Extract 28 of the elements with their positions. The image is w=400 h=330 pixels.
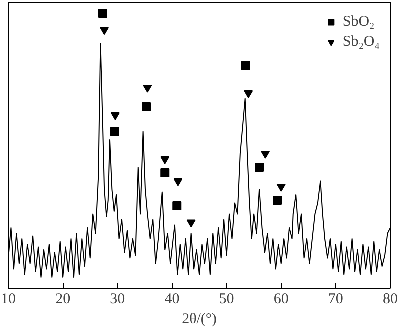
point xyxy=(110,127,120,136)
point xyxy=(186,220,196,228)
x-tick-label: 50 xyxy=(219,292,234,308)
point xyxy=(142,102,152,112)
x-tick-label: 40 xyxy=(164,292,180,308)
point xyxy=(244,90,254,98)
point xyxy=(160,168,170,178)
point xyxy=(110,112,120,120)
x-tick-label: 70 xyxy=(328,292,344,308)
point xyxy=(143,84,152,93)
point xyxy=(160,156,170,164)
point xyxy=(98,9,108,18)
point xyxy=(241,61,250,70)
x-axis-title: 2θ/(°) xyxy=(182,312,217,328)
point xyxy=(172,202,182,210)
x-tick-label: 30 xyxy=(110,292,126,308)
x-tick-label: 60 xyxy=(274,292,289,308)
point xyxy=(261,150,270,159)
point xyxy=(174,178,183,186)
point xyxy=(276,184,286,192)
point xyxy=(255,163,264,172)
x-tick-label: 80 xyxy=(383,292,398,308)
legend-label: Sb₂O₄ xyxy=(342,34,380,50)
point xyxy=(273,196,282,205)
point xyxy=(100,27,110,36)
legend-label: SbO₂ xyxy=(342,14,375,30)
x-tick-label: 20 xyxy=(56,292,71,308)
x-tick-label: 10 xyxy=(1,292,16,308)
